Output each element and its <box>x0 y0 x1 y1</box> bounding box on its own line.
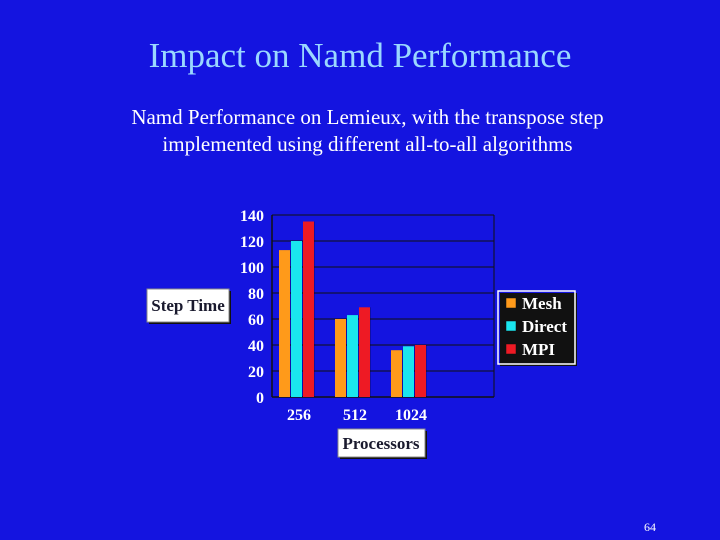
bar-direct-256 <box>291 241 302 397</box>
bar-mesh-256 <box>279 250 290 397</box>
y-axis-label: Step Time <box>151 296 225 315</box>
x-tick-label: 1024 <box>395 407 427 424</box>
y-tick-label: 60 <box>248 312 264 329</box>
x-tick-labels: 256 512 1024 <box>287 407 427 424</box>
legend-label-mesh: Mesh <box>522 294 562 313</box>
legend-swatch-direct <box>505 320 517 332</box>
y-tick-label: 120 <box>240 234 264 251</box>
y-tick-label: 0 <box>256 390 264 407</box>
legend-swatch-mesh <box>505 297 517 309</box>
legend-swatch-mpi <box>505 343 517 355</box>
x-tick-label: 512 <box>343 407 367 424</box>
bars <box>279 221 427 397</box>
subtitle-line-2: implemented using different all-to-all a… <box>162 132 573 156</box>
bar-mesh-512 <box>335 319 346 397</box>
x-axis-label-box: Processors <box>337 428 427 459</box>
legend-label-direct: Direct <box>522 317 567 336</box>
y-tick-label: 140 <box>240 208 264 225</box>
y-tick-label: 80 <box>248 286 264 303</box>
bar-mpi-256 <box>303 221 314 397</box>
legend: Mesh Direct MPI <box>497 290 577 366</box>
y-tick-label: 40 <box>248 338 264 355</box>
slide-title: Impact on Namd Performance <box>148 36 572 75</box>
y-axis-label-box: Step Time <box>146 288 231 324</box>
y-tick-label: 20 <box>248 364 264 381</box>
y-tick-label: 100 <box>240 260 264 277</box>
bar-mpi-1024 <box>415 345 426 397</box>
bar-mesh-1024 <box>391 350 402 397</box>
legend-label-mpi: MPI <box>522 340 555 359</box>
bar-direct-512 <box>347 315 358 397</box>
slide-subtitle: Namd Performance on Lemieux, with the tr… <box>60 104 675 158</box>
subtitle-line-1: Namd Performance on Lemieux, with the tr… <box>131 105 604 129</box>
page-number: 64 <box>644 520 656 534</box>
x-tick-label: 256 <box>287 407 311 424</box>
bar-direct-1024 <box>403 346 414 397</box>
x-axis-label: Processors <box>342 434 419 453</box>
bar-mpi-512 <box>359 307 370 397</box>
y-tick-labels: 0 20 40 60 80 100 120 140 <box>240 208 264 407</box>
